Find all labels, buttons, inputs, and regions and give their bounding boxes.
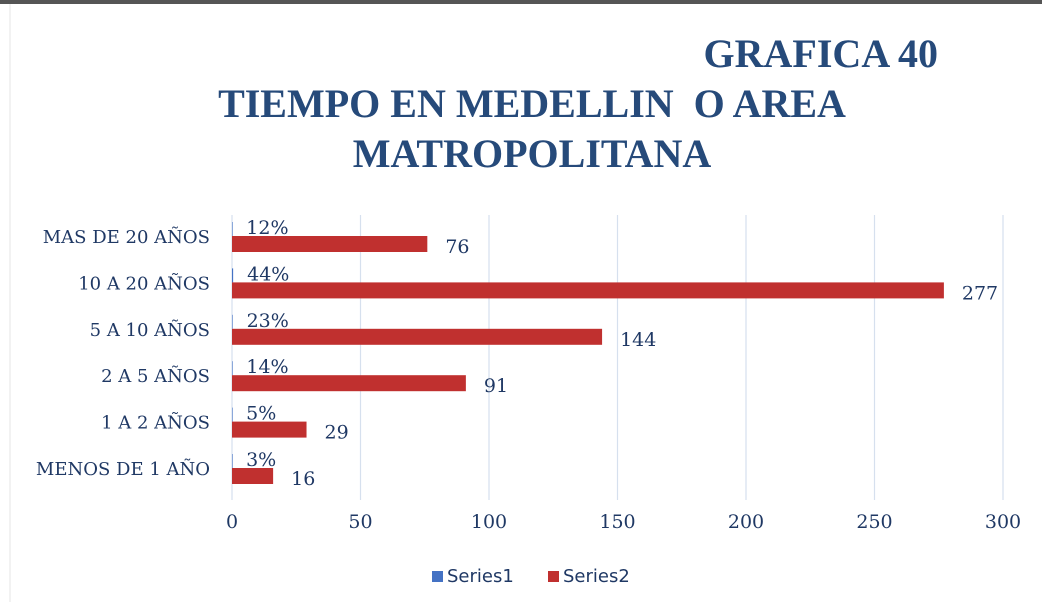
data-label: 144 [620, 329, 656, 351]
data-label: 3% [246, 449, 276, 471]
x-tick-label: 200 [728, 511, 764, 533]
y-tick-label: 2 A 5 AÑOS [101, 364, 210, 387]
bar [232, 282, 944, 299]
data-label: 29 [325, 422, 349, 444]
x-tick-label: 150 [599, 511, 635, 533]
y-tick-label: 1 A 2 AÑOS [101, 411, 210, 434]
x-tick-label: 0 [226, 511, 238, 533]
data-label: 16 [291, 468, 315, 490]
x-tick-label: 250 [856, 511, 892, 533]
legend-label: Series1 [447, 566, 514, 587]
bar [232, 268, 234, 283]
bar [232, 361, 233, 376]
data-label: 12% [246, 217, 288, 239]
bar [232, 328, 603, 345]
y-tick-label: 10 A 20 AÑOS [78, 271, 210, 294]
bar [232, 421, 307, 438]
y-tick-label: MENOS DE 1 AÑO [36, 457, 210, 480]
bar [232, 236, 428, 252]
data-label: 5% [246, 403, 276, 425]
bar [232, 375, 466, 392]
y-tick-label: 5 A 10 AÑOS [90, 318, 210, 341]
legend-swatch [548, 571, 559, 582]
data-label: 91 [484, 375, 508, 397]
top-border [0, 0, 1042, 4]
bar [232, 222, 233, 236]
data-label: 14% [246, 356, 288, 378]
chart-title: MATROPOLITANA [353, 131, 712, 176]
bar [232, 468, 274, 484]
x-tick-label: 50 [348, 511, 372, 533]
data-label: 76 [445, 236, 469, 258]
y-tick-label: MAS DE 20 AÑOS [43, 225, 210, 248]
data-label: 23% [247, 310, 289, 332]
data-label: 277 [962, 282, 998, 304]
bar [232, 454, 233, 468]
bar [232, 407, 233, 422]
legend-swatch [432, 571, 443, 582]
chart-title: TIEMPO EN MEDELLIN O AREA [218, 81, 846, 126]
data-label: 44% [247, 263, 289, 285]
legend-label: Series2 [563, 566, 630, 587]
bar [232, 314, 233, 329]
x-tick-label: 100 [471, 511, 507, 533]
x-tick-label: 300 [985, 511, 1021, 533]
chart-title: GRAFICA 40 [704, 31, 938, 76]
